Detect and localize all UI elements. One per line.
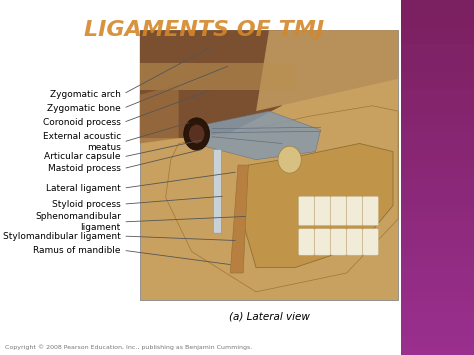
FancyBboxPatch shape xyxy=(315,229,330,255)
Bar xyxy=(401,36,474,44)
Bar xyxy=(401,248,474,257)
Ellipse shape xyxy=(278,146,301,173)
Bar xyxy=(401,346,474,355)
Bar xyxy=(401,142,474,151)
FancyBboxPatch shape xyxy=(299,196,314,225)
Bar xyxy=(401,18,474,27)
Bar xyxy=(401,169,474,178)
Text: Mastoid process: Mastoid process xyxy=(48,164,121,173)
Polygon shape xyxy=(230,165,248,273)
Bar xyxy=(401,186,474,195)
Bar xyxy=(401,44,474,53)
Text: Sphenomandibular
ligament: Sphenomandibular ligament xyxy=(35,212,121,231)
Text: Zygomatic bone: Zygomatic bone xyxy=(47,104,121,113)
Text: Styloid process: Styloid process xyxy=(52,200,121,209)
Bar xyxy=(401,160,474,169)
Bar xyxy=(401,115,474,124)
Bar xyxy=(401,71,474,80)
Text: LIGAMENTS OF TMJ: LIGAMENTS OF TMJ xyxy=(84,20,324,40)
Bar xyxy=(401,98,474,106)
Bar xyxy=(140,30,398,300)
Bar xyxy=(401,311,474,320)
Text: Zygomatic arch: Zygomatic arch xyxy=(50,89,121,99)
Text: (a) Lateral view: (a) Lateral view xyxy=(228,311,310,321)
Bar xyxy=(401,275,474,284)
Bar xyxy=(401,27,474,36)
Polygon shape xyxy=(140,62,295,89)
Bar xyxy=(401,178,474,186)
Bar xyxy=(401,106,474,115)
Bar xyxy=(401,204,474,213)
Polygon shape xyxy=(204,111,320,160)
FancyBboxPatch shape xyxy=(315,196,330,225)
Text: Stylomandibular ligament: Stylomandibular ligament xyxy=(3,231,121,241)
Bar xyxy=(401,284,474,293)
Bar xyxy=(401,337,474,346)
FancyBboxPatch shape xyxy=(213,149,221,233)
Text: Articular capsule: Articular capsule xyxy=(45,152,121,162)
Bar xyxy=(401,257,474,266)
Bar xyxy=(401,124,474,133)
Bar xyxy=(401,231,474,240)
Bar xyxy=(401,80,474,89)
Bar xyxy=(401,240,474,248)
FancyBboxPatch shape xyxy=(330,229,346,255)
Bar xyxy=(401,302,474,311)
FancyBboxPatch shape xyxy=(363,229,378,255)
Text: Ramus of mandible: Ramus of mandible xyxy=(33,246,121,255)
Polygon shape xyxy=(140,30,282,138)
Bar xyxy=(401,62,474,71)
Polygon shape xyxy=(140,84,179,143)
Bar xyxy=(401,0,474,9)
Polygon shape xyxy=(165,106,398,292)
Ellipse shape xyxy=(189,125,204,143)
Polygon shape xyxy=(238,143,393,268)
Bar xyxy=(401,328,474,337)
Bar xyxy=(401,9,474,18)
Bar xyxy=(401,195,474,204)
Ellipse shape xyxy=(184,118,210,150)
Bar xyxy=(401,89,474,98)
Text: Copyright © 2008 Pearson Education, Inc., publishing as Benjamin Cummings.: Copyright © 2008 Pearson Education, Inc.… xyxy=(5,344,252,350)
Bar xyxy=(401,53,474,62)
Text: External acoustic
meatus: External acoustic meatus xyxy=(43,132,121,152)
FancyBboxPatch shape xyxy=(299,229,314,255)
Bar xyxy=(401,266,474,275)
Bar xyxy=(401,222,474,231)
Bar xyxy=(401,293,474,302)
FancyBboxPatch shape xyxy=(346,196,363,225)
FancyBboxPatch shape xyxy=(346,229,363,255)
Text: Coronoid process: Coronoid process xyxy=(43,118,121,127)
Text: Lateral ligament: Lateral ligament xyxy=(46,184,121,193)
Bar xyxy=(401,320,474,328)
FancyBboxPatch shape xyxy=(330,196,346,225)
Polygon shape xyxy=(256,30,398,111)
Bar xyxy=(401,213,474,222)
Bar xyxy=(401,133,474,142)
FancyBboxPatch shape xyxy=(363,196,378,225)
Bar xyxy=(401,151,474,160)
